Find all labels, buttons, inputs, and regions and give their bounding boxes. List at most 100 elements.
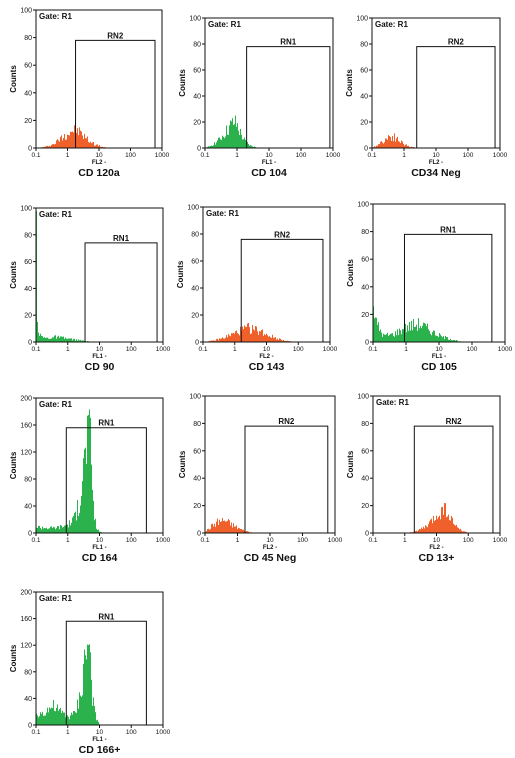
histogram-bar [83, 340, 84, 342]
histogram-bar [73, 338, 74, 342]
histogram-bar [423, 526, 424, 533]
histogram-bar [44, 528, 45, 533]
x-tick-label: 10 [263, 346, 271, 353]
histogram-bar [50, 526, 51, 533]
histogram-bar [83, 458, 84, 533]
histogram-bar [407, 146, 408, 148]
histogram-bar [214, 523, 215, 533]
histogram-bar [465, 531, 466, 533]
histogram-bar [55, 529, 56, 533]
histogram-bar [418, 530, 419, 533]
y-tick-label: 40 [193, 476, 201, 483]
y-tick-label: 0 [365, 340, 369, 347]
histogram-bar [253, 146, 254, 148]
histogram-bar [213, 145, 214, 148]
histogram-bar [229, 335, 230, 342]
histogram-bar [431, 518, 432, 533]
x-tick-label: 1 [235, 152, 239, 159]
histogram-bar [54, 710, 55, 725]
histogram-bar [449, 520, 450, 533]
y-tick-label: 60 [24, 63, 32, 70]
histogram-bar [93, 142, 94, 148]
histogram-bar [265, 335, 266, 342]
x-tick-label: 10 [433, 537, 441, 544]
x-axis-title: FL2 - [92, 160, 106, 166]
histogram-bars [206, 115, 262, 148]
x-axis-title: FL2 - [429, 160, 443, 166]
histogram-bar [381, 141, 382, 148]
region-label: RN2 [274, 230, 291, 239]
y-tick-label: 80 [24, 35, 32, 42]
histogram-bar [75, 712, 76, 725]
histogram-bar [219, 137, 220, 148]
plot-frame [35, 9, 163, 149]
histogram-panel: 0 40 80 120 160 200 0.1 1 10 100 1000 Gate: R1 RN1 Co… [9, 396, 171, 565]
histogram-bar [77, 340, 78, 342]
histogram-bar [78, 339, 79, 342]
histogram-bar [219, 338, 220, 342]
histogram-bar [55, 711, 56, 725]
histogram-bar [74, 711, 75, 725]
region-label: RN2 [278, 417, 295, 426]
histogram-bar [94, 520, 95, 533]
histogram-bar [239, 135, 240, 148]
histogram-bar [209, 146, 210, 148]
y-tick-label: 100 [20, 206, 32, 213]
histogram-bar [51, 338, 52, 342]
histogram-bar [268, 336, 269, 342]
histogram-bar [62, 140, 63, 148]
histogram-bar [83, 139, 84, 148]
x-tick-label: 1000 [328, 537, 343, 544]
histogram-bar [42, 711, 43, 725]
histogram-bar [92, 705, 93, 725]
histogram-bar [379, 144, 380, 148]
histogram-bar [216, 521, 217, 533]
x-tick-label: 1000 [156, 537, 171, 544]
x-tick-label: 10 [96, 346, 104, 353]
histogram-bar [234, 526, 235, 533]
region-marker [65, 427, 147, 533]
histogram-bars [373, 306, 462, 342]
histogram-bar [245, 326, 246, 342]
histogram-bar [212, 340, 213, 342]
histogram-bar [61, 336, 62, 342]
histogram-bar [59, 709, 60, 725]
y-tick-label: 100 [189, 16, 201, 23]
histogram-bar [70, 525, 71, 533]
histogram-bar [248, 323, 249, 342]
region-marker [413, 425, 494, 533]
histogram-bar [48, 712, 49, 725]
histogram-bar [100, 531, 101, 533]
y-tick-label: 20 [24, 313, 32, 320]
histogram-bar [44, 337, 45, 342]
y-tick-label: 100 [187, 205, 199, 212]
y-tick-label: 0 [197, 146, 201, 153]
histogram-bar [235, 526, 236, 533]
histogram-bar [44, 146, 45, 148]
histogram-bar [52, 144, 53, 148]
y-tick-label: 100 [357, 394, 369, 401]
histogram-bar [274, 337, 275, 342]
y-tick-label: 80 [193, 42, 201, 49]
histogram-bar [245, 139, 246, 148]
histogram-bar [37, 715, 38, 725]
histogram-bar [272, 334, 273, 342]
histogram-panel: 0 20 40 60 80 100 0.1 1 10 100 1000 Gate: R1 RN1 Coun… [178, 16, 341, 180]
histogram-bar [375, 317, 376, 342]
histogram-bar [457, 340, 458, 342]
histogram-bar [63, 336, 64, 342]
y-tick-label: 200 [20, 396, 32, 403]
histogram-bar [45, 337, 46, 342]
x-axis-title: FL1 - [92, 354, 106, 360]
histogram-bar [400, 143, 401, 148]
x-tick-label: 1 [233, 346, 237, 353]
x-axis-title: FL1 - [432, 354, 446, 360]
histogram-bar [52, 527, 53, 533]
histogram-bar [230, 120, 231, 148]
histogram-bar [446, 517, 447, 533]
histogram-bar [455, 340, 456, 342]
histogram-bar [221, 521, 222, 533]
histogram-bar [39, 716, 40, 725]
histogram-bar [49, 145, 50, 148]
region-marker [75, 39, 156, 148]
